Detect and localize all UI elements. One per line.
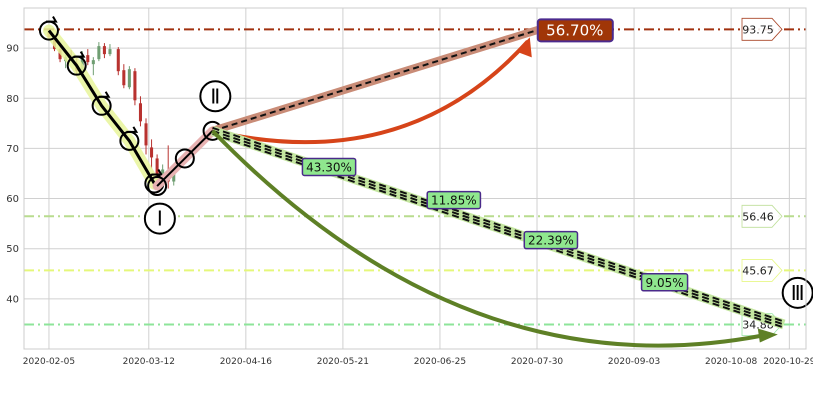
wave-circle	[143, 202, 176, 235]
y-tick-label: 90	[6, 44, 19, 55]
x-tick-label: 2020-05-21	[317, 357, 369, 367]
candle-body	[172, 173, 176, 182]
pivot-mark	[98, 91, 111, 98]
down-percent-box	[301, 157, 357, 177]
x-tick-label: 2020-02-05	[23, 357, 75, 367]
candle-body	[127, 69, 131, 88]
candle-body	[150, 147, 154, 158]
down-percent-label: 11.85%	[431, 194, 477, 208]
up-percent-label: 56.70%	[546, 21, 603, 39]
down-curve-arrow	[211, 129, 769, 348]
rebound-circle	[147, 176, 168, 197]
level-label: 93.75	[742, 23, 774, 36]
up-target-line	[212, 28, 541, 132]
level-tag	[741, 259, 783, 282]
candle-body	[122, 70, 126, 86]
pivot-mark	[45, 16, 58, 23]
level-label: 56.46	[742, 210, 774, 223]
wave-label: Ⅲ	[791, 281, 805, 305]
candle-body	[161, 169, 165, 178]
level-tag	[741, 17, 783, 41]
candle-body	[108, 49, 112, 55]
y-tick-label: 70	[6, 144, 19, 155]
pivot-mark	[73, 51, 86, 58]
candle-body	[102, 46, 106, 55]
y-tick-label: 50	[6, 244, 19, 255]
y-tick-label: 40	[6, 294, 19, 305]
candle-body	[133, 71, 137, 101]
trend-line	[47, 29, 156, 185]
down-percent-box	[426, 190, 482, 210]
x-tick-label: 2020-09-03	[608, 357, 660, 367]
y-tick-label: 60	[6, 194, 19, 205]
trend-lines	[38, 16, 223, 197]
level-label: 45.67	[742, 264, 774, 277]
candle-body	[138, 103, 142, 122]
x-tick-label: 2020-07-30	[511, 357, 564, 367]
rebound-line	[156, 130, 214, 187]
down-percent-box	[523, 230, 579, 250]
down-percent-label: 22.39%	[528, 234, 574, 248]
plot-frame	[23, 7, 807, 350]
x-axis-ticks: 2020-02-05 2020-03-12 2020-04-16 2020-05-21…	[23, 357, 813, 367]
down-percent-label: 9.05%	[646, 276, 684, 290]
rebound-circle	[174, 148, 195, 169]
candle-body	[155, 158, 159, 176]
x-tick-label: 2020-04-16	[220, 357, 273, 367]
wave-circle	[199, 80, 232, 113]
pivot-mark	[126, 126, 139, 133]
up-percent-box	[536, 18, 614, 43]
candle-body	[86, 55, 90, 63]
y-tick-label: 80	[6, 94, 19, 105]
wave-label: Ⅰ	[157, 207, 163, 231]
up-curve-arrow	[212, 39, 530, 145]
up-arrow-head	[515, 37, 532, 58]
x-tick-label: 2020-10-29	[763, 357, 813, 367]
pivot-mark	[151, 169, 164, 176]
x-tick-label: 2020-10-08	[705, 357, 758, 367]
down-arrow-head	[757, 328, 778, 343]
down-percent-box	[640, 273, 689, 292]
x-tick-label: 2020-06-25	[414, 357, 466, 367]
candle-body	[116, 49, 120, 72]
level-tag	[741, 204, 783, 228]
candle-body	[144, 123, 148, 146]
x-tick-label: 2020-03-12	[123, 357, 175, 367]
down-percent-label: 43.30%	[306, 160, 352, 174]
y-axis-ticks: 40 50 60 70 80 90	[6, 44, 19, 306]
candle-body	[97, 46, 101, 60]
candle-body	[91, 60, 95, 65]
wave-label: Ⅱ	[210, 84, 220, 108]
annotation-labels: 56.70% 43.30% 11.85% 22.39% 9.05% Ⅰ Ⅱ Ⅲ	[143, 18, 813, 309]
